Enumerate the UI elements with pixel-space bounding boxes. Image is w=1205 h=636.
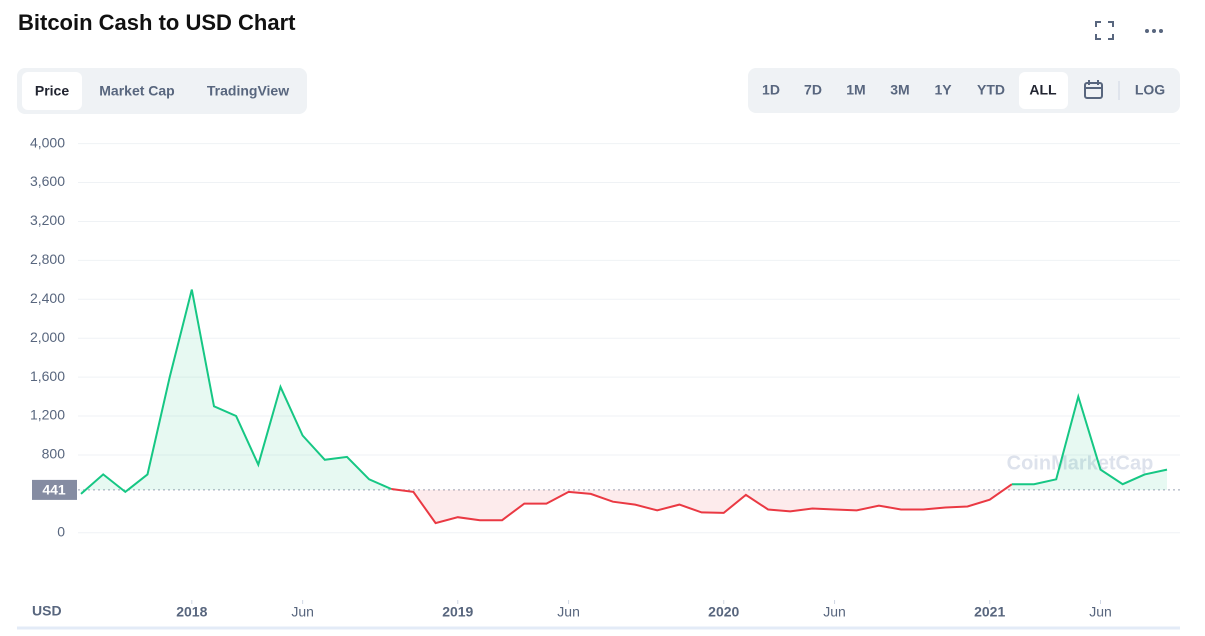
x-tick-label: Jun — [823, 604, 846, 620]
log-button[interactable]: LOG — [1135, 82, 1165, 98]
price-line — [391, 483, 1013, 525]
x-tick-label: Jun — [557, 604, 580, 620]
fullscreen-icon[interactable] — [1095, 21, 1114, 40]
price-area — [391, 484, 1012, 524]
range-button[interactable]: 7D — [804, 82, 822, 98]
x-tick-label: 2018 — [176, 604, 207, 620]
y-tick-label: 2,800 — [30, 251, 65, 267]
active-range-bg — [1019, 72, 1068, 109]
range-button[interactable]: 3M — [890, 82, 909, 98]
x-tick-label: 2021 — [974, 604, 1005, 620]
x-tick-label: 2019 — [442, 604, 473, 620]
active-tab-bg — [22, 72, 82, 110]
y-tick-label: 1,200 — [30, 407, 65, 423]
price-line — [80, 289, 392, 495]
x-tick-label: Jun — [291, 604, 314, 620]
currency-label: USD — [32, 603, 62, 619]
range-button[interactable]: 1Y — [934, 82, 952, 98]
y-tick-label: 2,000 — [30, 329, 65, 345]
x-tick-label: Jun — [1089, 604, 1112, 620]
calendar-icon[interactable] — [1084, 80, 1103, 99]
watermark: CoinMarketCap — [1007, 452, 1154, 474]
page-title: Bitcoin Cash to USD Chart — [18, 10, 296, 35]
range-button[interactable]: ALL — [1029, 82, 1057, 98]
price-area — [81, 289, 392, 494]
x-tick-label: 2020 — [708, 604, 739, 620]
range-button[interactable]: 1M — [846, 82, 865, 98]
y-tick-label: 3,600 — [30, 173, 65, 189]
y-tick-label: 0 — [57, 524, 65, 540]
tab[interactable]: TradingView — [207, 83, 289, 99]
price-line — [1011, 392, 1168, 486]
tab[interactable]: Price — [35, 83, 69, 99]
tab[interactable]: Market Cap — [99, 83, 174, 99]
y-tick-label: 2,400 — [30, 290, 65, 306]
y-tick-label: 3,200 — [30, 212, 65, 228]
baseline-label-bg — [32, 479, 77, 500]
baseline-label: 441 — [42, 482, 66, 498]
range-button[interactable]: 1D — [762, 82, 780, 98]
range-group — [748, 68, 1180, 113]
price-area — [1011, 396, 1167, 490]
y-tick-label: 4,000 — [30, 134, 65, 150]
tab-group — [17, 68, 307, 114]
more-icon[interactable] — [1145, 29, 1163, 33]
range-button[interactable]: YTD — [977, 82, 1005, 98]
y-tick-label: 800 — [42, 446, 66, 462]
y-tick-label: 1,600 — [30, 368, 65, 384]
